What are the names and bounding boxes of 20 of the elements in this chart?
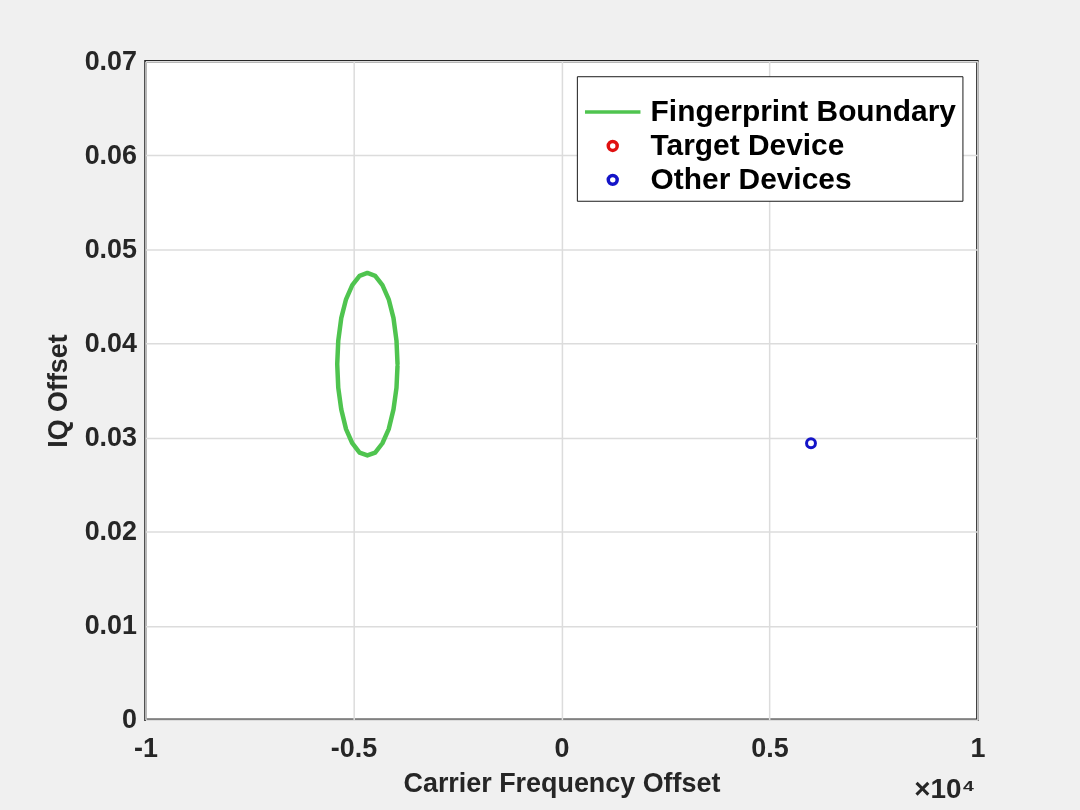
legend-label: Other Devices	[650, 161, 852, 195]
y-tick-label: 0.01	[84, 610, 138, 641]
legend-label: Target Device	[650, 127, 845, 161]
y-tick-label: 0.05	[84, 233, 138, 264]
y-tick-label: 0.03	[84, 422, 137, 453]
x-axis-title: Carrier Frequency Offset	[403, 768, 721, 799]
x-tick-label: -1	[134, 733, 158, 764]
line-series	[334, 270, 400, 458]
y-tick-label: 0.02	[84, 516, 137, 547]
y-axis-title: IQ Offset	[42, 334, 73, 448]
x-tick-label: 1	[970, 733, 986, 764]
x-tick-label: -0.5	[330, 733, 378, 764]
x-tick-label: 0.5	[751, 733, 789, 764]
x-tick-label: 0	[554, 733, 570, 764]
y-tick-label: 0	[122, 704, 137, 735]
text: ×10⁴	[914, 772, 976, 804]
y-tick-label: 0.07	[84, 45, 137, 76]
legend-label: Fingerprint Boundary	[650, 94, 957, 128]
y-tick-label: 0.06	[84, 139, 137, 170]
y-tick-label: 0.04	[84, 327, 138, 358]
